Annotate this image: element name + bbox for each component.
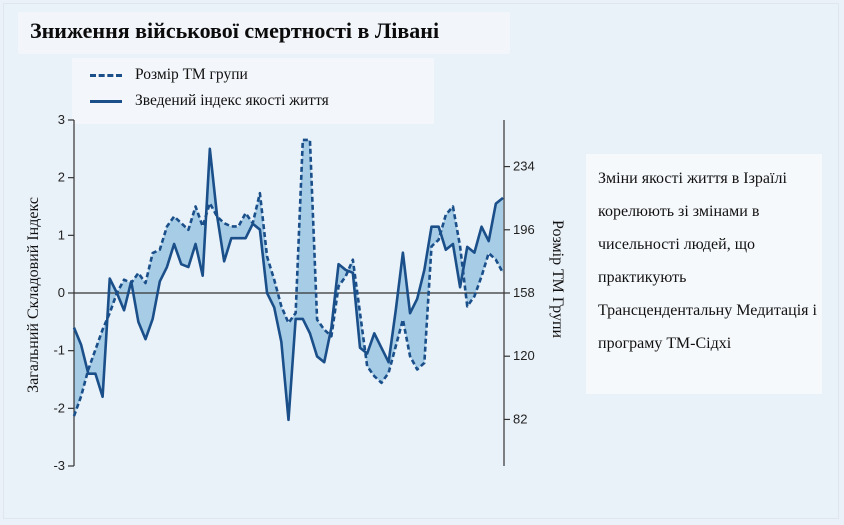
legend-item-tm-group: Розмір ТМ групи	[90, 64, 248, 86]
left-axis-tick-label-2: 1	[58, 227, 65, 242]
series-line-quality-index	[72, 147, 504, 422]
right-axis-tick-label-3: 120	[513, 348, 535, 363]
right-axis-tick-label-2: 158	[513, 285, 535, 300]
left-axis-title: Загальний Складовий Індекс	[25, 197, 42, 393]
left-axis-tick-label-4: -1	[53, 343, 65, 358]
title-background	[18, 12, 510, 54]
annotation-background	[586, 154, 822, 394]
legend	[72, 58, 434, 124]
left-axis-tick-label-5: -2	[53, 400, 65, 415]
left-axis-tick-label-0: 3	[58, 112, 65, 127]
left-axis-tick-label-1: 2	[58, 170, 65, 185]
series-line-tm-group	[72, 138, 505, 417]
left-axis-tick-label-3: 0	[58, 285, 65, 300]
shaded-area-between-series	[74, 140, 503, 420]
left-axis-tick-label-6: -3	[53, 458, 65, 473]
right-axis-title: Розмір ТМ Групи	[549, 220, 566, 339]
legend-solid-swatch	[90, 99, 122, 103]
chart-title: Зниження військової смертності в Лівані	[30, 18, 440, 43]
annotation-text: Зміни якості життя в Ізраїлі корелюють з…	[598, 170, 817, 352]
right-axis-tick-label-1: 196	[513, 222, 535, 237]
legend-item-quality-index: Зведений індекс якості життя	[90, 90, 329, 112]
right-axis-tick-label-0: 234	[513, 159, 535, 174]
right-axis-tick-label-4: 82	[513, 411, 527, 426]
legend-label-quality-index: Зведений індекс якості життя	[135, 92, 329, 109]
legend-label-tm-group: Розмір ТМ групи	[135, 66, 248, 83]
legend-dashed-swatch	[90, 73, 122, 77]
